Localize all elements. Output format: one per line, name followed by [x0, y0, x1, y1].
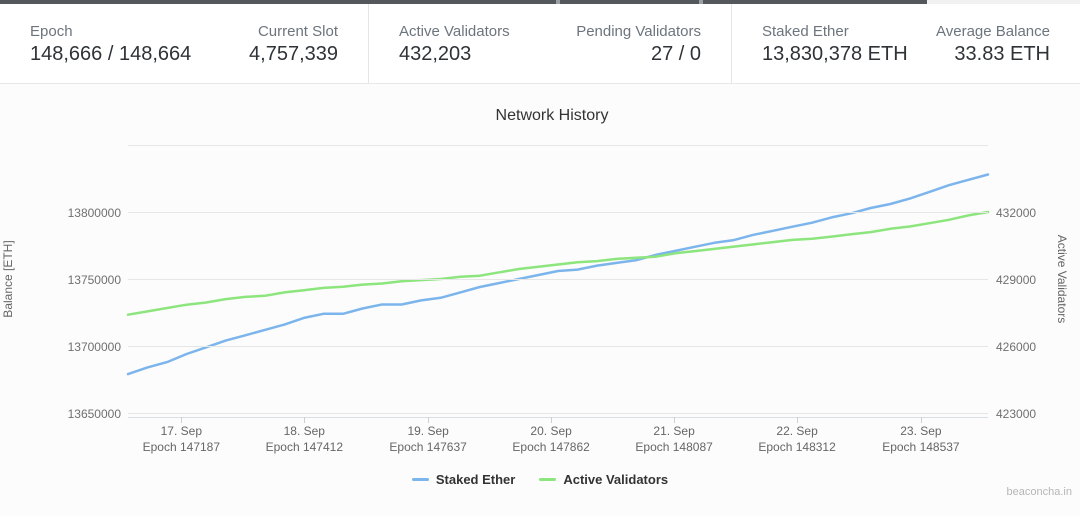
series-line-active-validators: [126, 210, 990, 316]
left-axis-tick-label: 13700000: [67, 340, 121, 354]
legend-label: Active Validators: [563, 472, 669, 487]
stat-pending-validators: Pending Validators 27 / 0: [576, 24, 701, 64]
stat-active-validators-label: Active Validators: [399, 22, 510, 40]
x-axis-tick-label: 18. Sep Epoch 147412: [265, 424, 343, 454]
series-line-staked-ether: [126, 173, 990, 376]
stats-group-ether: Staked Ether 13,830,378 ETH Average Bala…: [731, 4, 1080, 83]
legend-dash-icon: [539, 478, 557, 481]
stat-staked-ether-label: Staked Ether: [762, 22, 849, 40]
stat-staked-ether: Staked Ether 13,830,378 ETH: [762, 24, 908, 64]
tab-strip-empty: [927, 0, 1080, 4]
x-axis-tick-mark: [797, 417, 799, 423]
x-axis-tick-label: 21. Sep Epoch 148087: [635, 424, 713, 454]
x-axis-tick-mark: [181, 417, 183, 423]
stat-current-slot-label: Current Slot: [257, 22, 338, 40]
stat-average-balance-label: Average Balance: [936, 22, 1050, 40]
legend-item-active-validators[interactable]: Active Validators: [539, 472, 668, 487]
stats-group-epoch-slot: Epoch 148,666 / 148,664 Current Slot 4,7…: [0, 4, 368, 83]
stat-current-slot: Current Slot 4,757,339: [249, 24, 338, 64]
stat-average-balance: Average Balance 33.83 ETH: [936, 24, 1050, 64]
stat-average-balance-value: 33.83 ETH: [954, 42, 1050, 65]
gridline: [128, 413, 988, 414]
stat-epoch-value: 148,666 / 148,664: [30, 42, 192, 65]
x-axis-tick-mark: [920, 417, 922, 423]
x-axis-tick-label: 23. Sep Epoch 148537: [882, 424, 960, 454]
chart-plot-area[interactable]: [126, 145, 990, 414]
x-axis-tick-mark: [428, 417, 430, 423]
stats-group-validators: Active Validators 432,203 Pending Valida…: [368, 4, 731, 83]
x-axis-tick-label: 20. Sep Epoch 147862: [512, 424, 590, 454]
beaconchain-watermark: beaconcha.in: [1006, 486, 1072, 498]
x-axis-line: [128, 417, 988, 418]
gridline: [128, 346, 988, 347]
x-axis-tick-mark: [674, 417, 676, 423]
gridline: [128, 145, 988, 146]
gridline: [128, 279, 988, 280]
stat-epoch: Epoch 148,666 / 148,664: [30, 24, 191, 64]
right-axis-tick-label: 429000: [996, 273, 1037, 287]
browser-tab-strip: [0, 0, 927, 4]
x-axis-tick-label: 19. Sep Epoch 147637: [389, 424, 467, 454]
gridline: [128, 212, 988, 213]
x-axis-tick-mark: [551, 417, 553, 423]
right-axis-tick-label: 426000: [996, 340, 1037, 354]
stat-active-validators: Active Validators 432,203: [399, 24, 510, 64]
legend-label: Staked Ether: [435, 472, 516, 487]
right-axis-tick-label: 423000: [996, 407, 1037, 421]
legend-item-staked-ether[interactable]: Staked Ether: [411, 472, 516, 487]
chart-legend: Staked Ether Active Validators: [0, 472, 1080, 487]
stat-current-slot-value: 4,757,339: [249, 42, 338, 65]
tab-strip-divider: [556, 0, 560, 4]
legend-dash-icon: [411, 478, 429, 481]
x-axis-tick-label: 17. Sep Epoch 147187: [142, 424, 221, 454]
right-axis-tick-label: 432000: [996, 206, 1037, 220]
network-stats-bar: Epoch 148,666 / 148,664 Current Slot 4,7…: [0, 4, 1080, 84]
stat-pending-validators-label: Pending Validators: [576, 22, 701, 40]
tab-strip-divider: [699, 0, 703, 4]
chart-series-canvas: [126, 173, 990, 376]
stat-epoch-label: Epoch: [30, 22, 73, 40]
chart-title: Network History: [495, 107, 609, 124]
stat-active-validators-value: 432,203: [399, 42, 472, 65]
stat-pending-validators-value: 27 / 0: [650, 42, 701, 65]
left-axis-tick-label: 13650000: [67, 407, 121, 421]
x-axis-tick-label: 22. Sep Epoch 148312: [758, 424, 836, 454]
left-axis-tick-label: 13800000: [67, 206, 121, 220]
x-axis-tick-mark: [304, 417, 306, 423]
left-axis-tick-label: 13750000: [67, 273, 121, 287]
stat-staked-ether-value: 13,830,378 ETH: [762, 42, 908, 65]
